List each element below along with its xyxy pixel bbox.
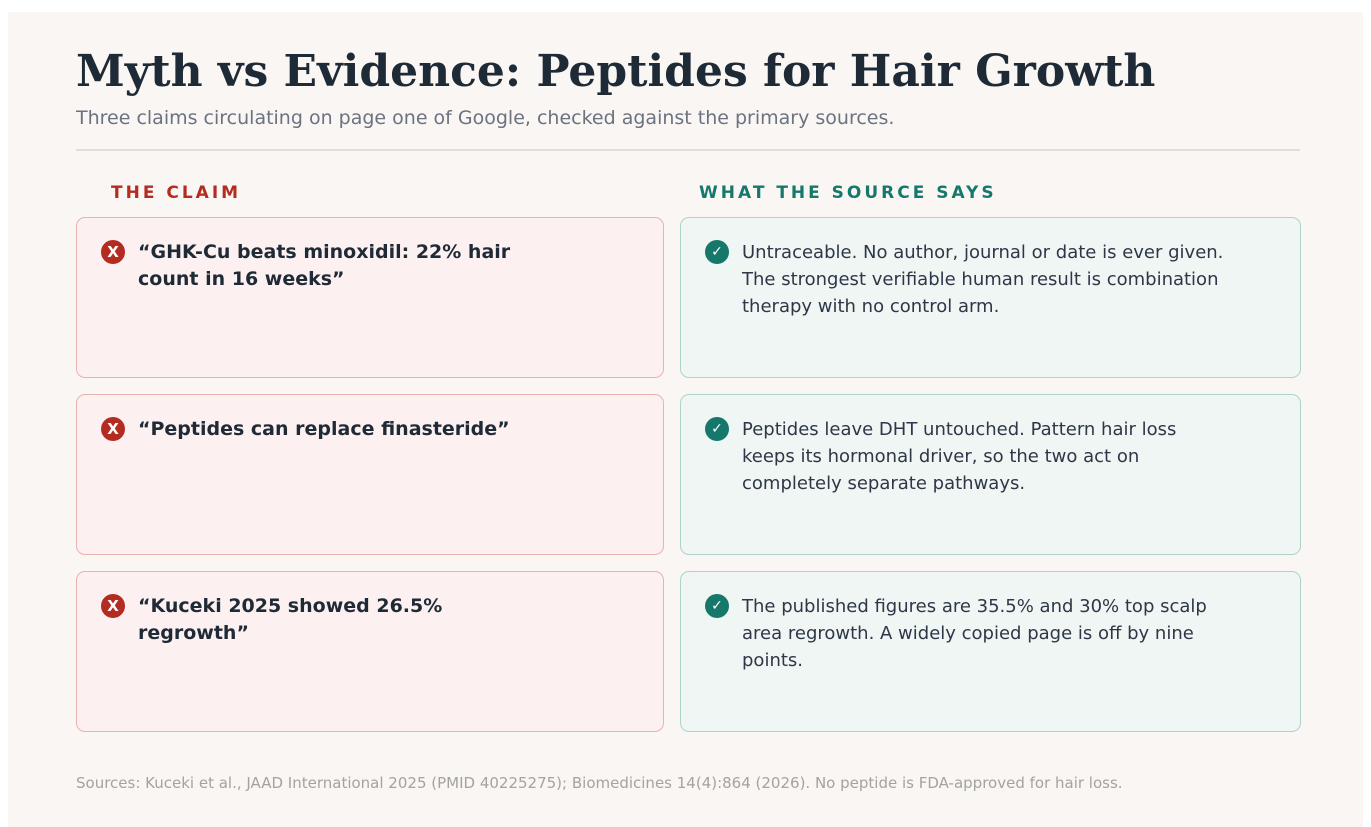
source-column-heading: WHAT THE SOURCE SAYS	[699, 183, 997, 203]
header-divider	[76, 149, 1300, 151]
page-title: Myth vs Evidence: Peptides for Hair Grow…	[76, 46, 1156, 97]
source-text: Peptides leave DHT untouched. Pattern ha…	[742, 419, 1177, 494]
claim-card: X “Kuceki 2025 showed 26.5% regrowth”	[76, 571, 664, 732]
claim-card: X “GHK-Cu beats minoxidil: 22% hair coun…	[76, 217, 664, 378]
claim-text: “Kuceki 2025 showed 26.5% regrowth”	[138, 595, 443, 644]
checkmark-icon: ✓	[705, 417, 729, 441]
checkmark-icon: ✓	[705, 240, 729, 264]
checkmark-icon: ✓	[705, 594, 729, 618]
x-mark-icon: X	[101, 417, 125, 441]
claim-text: “GHK-Cu beats minoxidil: 22% hair count …	[138, 241, 511, 290]
claim-column-heading: THE CLAIM	[111, 183, 242, 203]
source-card: ✓ Peptides leave DHT untouched. Pattern …	[680, 394, 1301, 555]
infographic-panel: Myth vs Evidence: Peptides for Hair Grow…	[8, 12, 1363, 827]
page-subtitle: Three claims circulating on page one of …	[76, 107, 895, 129]
source-text: The published figures are 35.5% and 30% …	[742, 596, 1207, 671]
x-mark-icon: X	[101, 240, 125, 264]
source-card: ✓ Untraceable. No author, journal or dat…	[680, 217, 1301, 378]
source-text: Untraceable. No author, journal or date …	[742, 242, 1224, 317]
source-card: ✓ The published figures are 35.5% and 30…	[680, 571, 1301, 732]
claim-text: “Peptides can replace finasteride”	[138, 418, 510, 440]
claim-card: X “Peptides can replace finasteride”	[76, 394, 664, 555]
sources-footnote: Sources: Kuceki et al., JAAD Internation…	[76, 774, 1123, 792]
x-mark-icon: X	[101, 594, 125, 618]
